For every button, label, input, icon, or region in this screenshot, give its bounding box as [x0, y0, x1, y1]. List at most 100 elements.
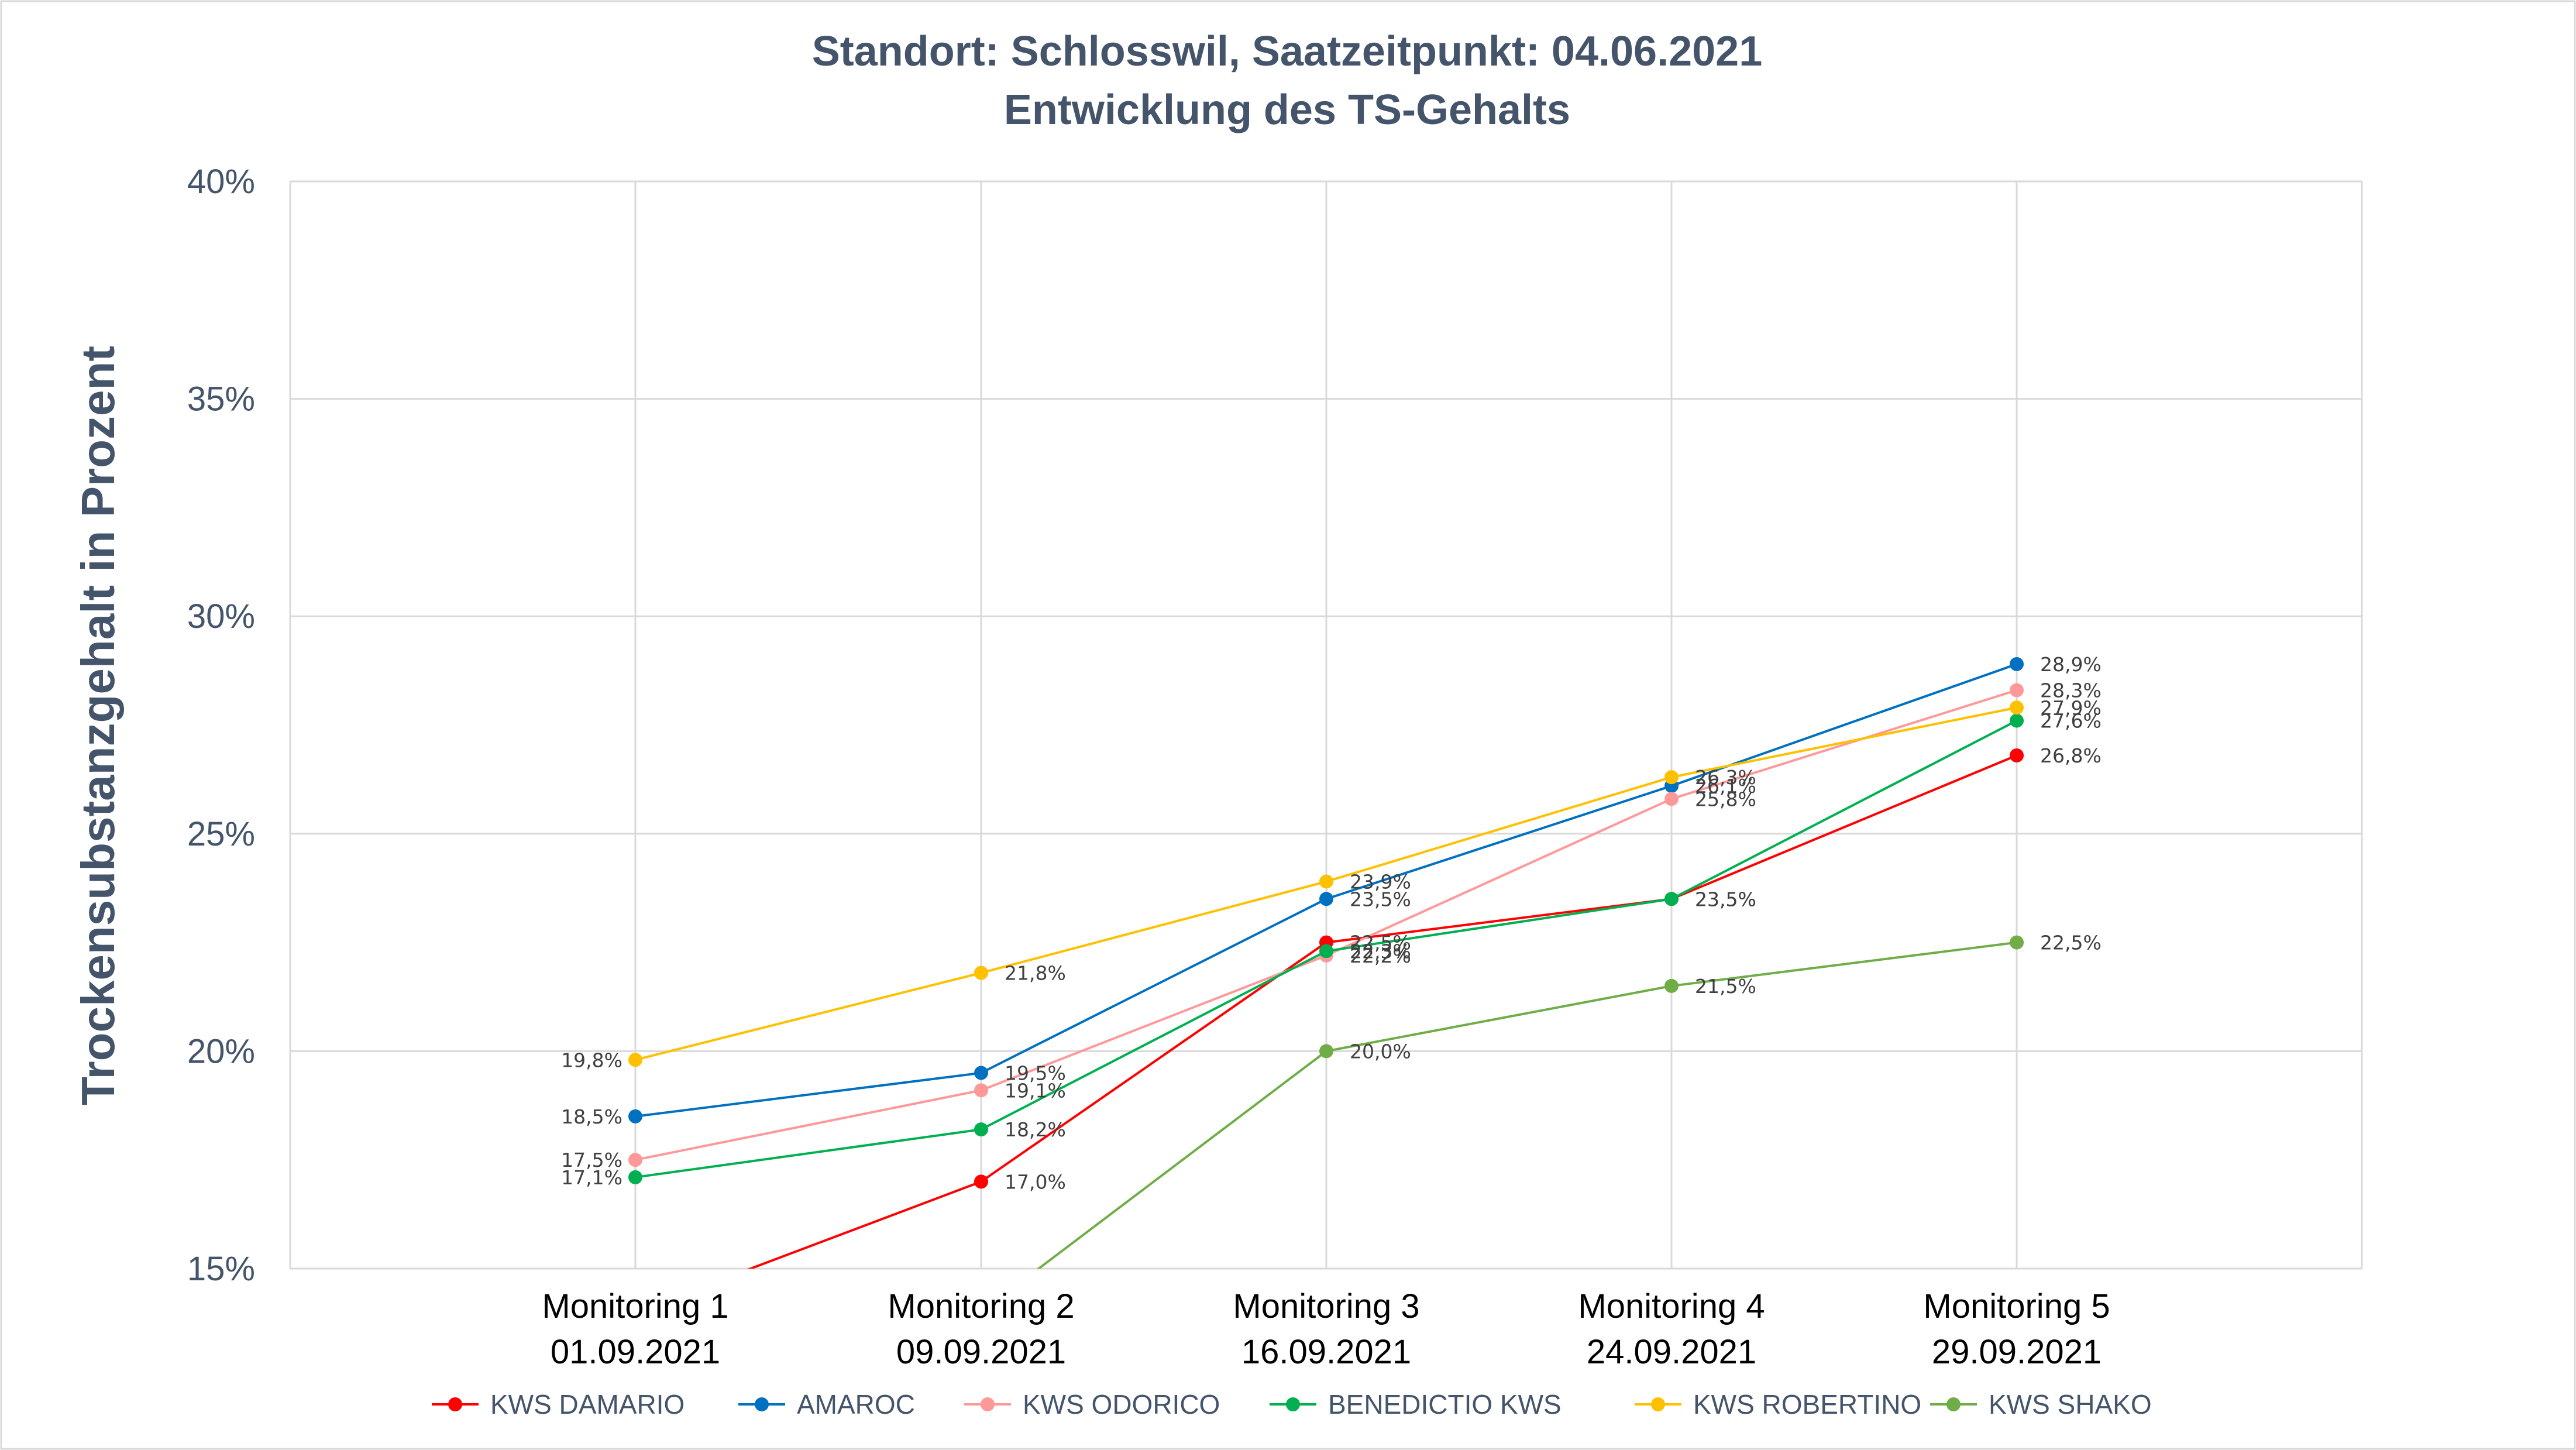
data-point: [1664, 792, 1679, 806]
x-tick-label: Monitoring 4: [1578, 1287, 1765, 1325]
data-point: [974, 1083, 988, 1098]
x-tick-labels: Monitoring 1 01.09.2021 Monitoring 2 09.09.…: [542, 1287, 2110, 1371]
y-tick-label: 35%: [187, 380, 255, 418]
data-label: 26,8%: [2040, 744, 2102, 767]
data-label: 28,9%: [2040, 653, 2102, 676]
legend-label: BENEDICTIO KWS: [1328, 1389, 1562, 1420]
data-label: 22,3%: [1350, 940, 1411, 963]
y-tick-labels: 15% 20% 25% 30% 35% 40%: [187, 163, 255, 1288]
legend-item: KWS DAMARIO: [432, 1389, 685, 1420]
y-tick-label: 20%: [187, 1032, 255, 1070]
legend-item: KWS ODORICO: [964, 1389, 1220, 1420]
legend-label: KWS ODORICO: [1023, 1389, 1220, 1420]
y-tick-label: 25%: [187, 815, 255, 853]
legend-label: KWS ROBERTINO: [1693, 1389, 1921, 1420]
data-label: 21,5%: [1695, 975, 1756, 998]
data-label: 23,5%: [1350, 888, 1411, 910]
series-layer: [628, 657, 2024, 1269]
data-label: 20,0%: [1350, 1040, 1411, 1063]
data-point: [2010, 713, 2024, 728]
data-point: [1664, 892, 1679, 906]
data-point: [2010, 935, 2024, 950]
x-tick-date: 16.09.2021: [1241, 1333, 1411, 1371]
data-point: [2010, 700, 2024, 715]
data-label: 27,6%: [2040, 710, 2102, 733]
legend-label: KWS SHAKO: [1989, 1389, 2152, 1420]
data-point: [974, 965, 988, 980]
data-point: [2010, 657, 2024, 671]
x-tick-label: Monitoring 5: [1923, 1287, 2110, 1325]
series-benedictio-kws: [628, 713, 2024, 1184]
data-point: [1664, 978, 1679, 993]
data-point: [974, 1066, 988, 1080]
data-label: 26,1%: [1695, 775, 1756, 798]
data-labels: 17,0% 22,5% 23,5% 26,8% 18,5% 19,5% 23,5% 26,1%…: [561, 653, 2102, 1193]
data-label: 28,3%: [2040, 679, 2102, 702]
legend-item: KWS SHAKO: [1930, 1389, 2152, 1420]
legend-marker: [1286, 1397, 1300, 1411]
legend-marker: [1651, 1397, 1665, 1411]
data-label: 23,5%: [1695, 888, 1756, 910]
chart-title-line1: Standort: Schlosswil, Saatzeitpunkt: 04.…: [812, 28, 1763, 75]
data-point: [974, 1122, 988, 1137]
data-label: 19,1%: [1005, 1079, 1066, 1102]
data-label: 22,5%: [2040, 932, 2102, 954]
legend-item: AMAROC: [738, 1389, 915, 1420]
legend-item: KWS ROBERTINO: [1635, 1389, 1921, 1420]
data-point: [628, 1170, 642, 1184]
data-point: [628, 1153, 642, 1167]
legend-label: KWS DAMARIO: [490, 1389, 685, 1420]
y-tick-label: 40%: [187, 163, 255, 201]
data-point: [1319, 944, 1333, 958]
data-point: [2010, 748, 2024, 763]
data-label: 22,5%: [1350, 932, 1411, 954]
data-label: 18,5%: [561, 1105, 622, 1128]
x-tick-label: Monitoring 2: [888, 1287, 1074, 1325]
data-point: [1319, 874, 1333, 889]
data-label: 26,3%: [1695, 766, 1756, 789]
y-axis-label: Trockensubstanzgehalt in Prozent: [72, 346, 124, 1105]
legend-marker: [448, 1397, 462, 1411]
x-tick-date: 29.09.2021: [1932, 1333, 2102, 1371]
data-point: [2010, 683, 2024, 697]
data-label: 21,8%: [1005, 962, 1066, 985]
data-label: 18,2%: [1005, 1118, 1066, 1141]
data-label: 17,5%: [561, 1149, 622, 1171]
data-point: [628, 1109, 642, 1123]
data-point: [1319, 892, 1333, 906]
series-kws-shako: [1037, 935, 2024, 1269]
legend-item: BENEDICTIO KWS: [1270, 1389, 1562, 1420]
data-label: 27,9%: [2040, 696, 2102, 719]
y-tick-label: 15%: [187, 1250, 255, 1288]
series-kws-robertino: [628, 700, 2024, 1067]
x-tick-label: Monitoring 3: [1233, 1287, 1419, 1325]
data-label: 23,9%: [1350, 871, 1411, 894]
legend-label: AMAROC: [797, 1389, 915, 1420]
series-amaroc: [628, 657, 2024, 1123]
chart-title-line2: Entwicklung des TS-Gehalts: [1004, 87, 1570, 133]
data-label: 23,5%: [1695, 888, 1756, 910]
y-tick-label: 30%: [187, 597, 255, 635]
grid-layer: [289, 180, 2363, 1270]
data-label: 17,1%: [561, 1166, 622, 1189]
x-tick-date: 09.09.2021: [896, 1333, 1066, 1371]
data-label: 19,5%: [1005, 1062, 1066, 1085]
x-tick-date: 24.09.2021: [1587, 1333, 1756, 1371]
x-tick-label: Monitoring 1: [542, 1287, 728, 1325]
data-label: 25,8%: [1695, 788, 1756, 810]
data-point: [1664, 770, 1679, 785]
legend-marker: [1946, 1397, 1961, 1411]
legend: KWS DAMARIO AMAROC KWS ODORICO BENEDICTIO K…: [432, 1389, 2152, 1420]
data-label: 17,0%: [1005, 1170, 1066, 1193]
legend-marker: [755, 1397, 769, 1411]
data-label: 19,8%: [561, 1049, 622, 1071]
data-label: 22,2%: [1350, 944, 1411, 967]
data-point: [628, 1053, 642, 1067]
data-point: [974, 1174, 988, 1189]
legend-marker: [981, 1397, 995, 1411]
x-tick-date: 01.09.2021: [551, 1333, 720, 1371]
data-point: [1319, 1044, 1333, 1059]
